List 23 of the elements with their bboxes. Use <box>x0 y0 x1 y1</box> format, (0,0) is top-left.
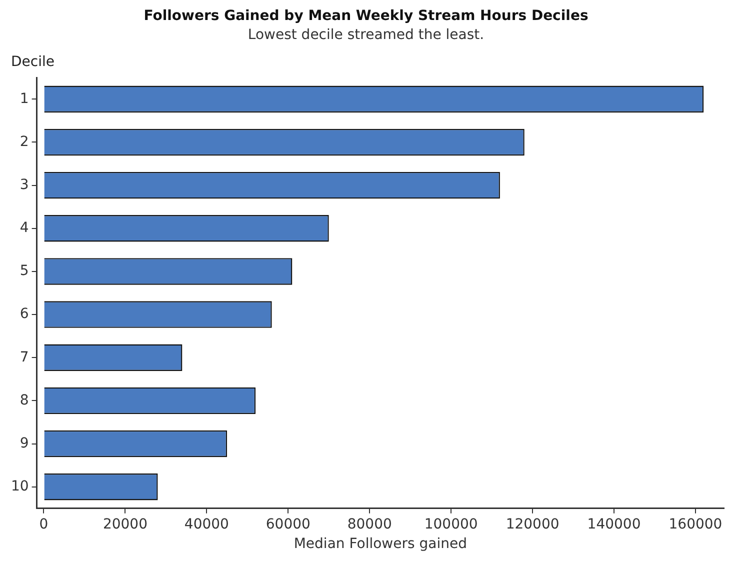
x-tick-label: 80000 <box>347 516 392 532</box>
x-tick-label: 160000 <box>668 516 722 532</box>
y-tick-label: 2 <box>20 134 29 150</box>
x-tick-label: 140000 <box>587 516 641 532</box>
y-tick-label: 4 <box>20 220 29 236</box>
x-tick-label: 0 <box>39 516 48 532</box>
y-tick-label: 5 <box>20 263 29 280</box>
y-tick-label: 10 <box>10 478 29 494</box>
chart-subtitle: Lowest decile streamed the least. <box>248 26 484 43</box>
y-tick-label: 9 <box>20 435 29 452</box>
x-tick-label: 40000 <box>184 516 229 532</box>
x-tick-label: 100000 <box>424 516 478 532</box>
y-tick-label: 3 <box>20 176 29 193</box>
chart-title: Followers Gained by Mean Weekly Stream Hours Deciles <box>144 8 588 24</box>
y-tick-label: 1 <box>20 90 29 107</box>
x-axis-title: Median Followers gained <box>294 536 467 552</box>
x-tick-label: 60000 <box>266 516 310 532</box>
x-tick-label: 20000 <box>102 516 148 532</box>
x-tick-label: 120000 <box>506 516 560 532</box>
y-tick-label: 7 <box>20 349 29 366</box>
y-axis-title: Decile <box>11 54 54 70</box>
y-tick-label: 8 <box>20 392 29 408</box>
y-tick-label: 6 <box>20 306 29 322</box>
